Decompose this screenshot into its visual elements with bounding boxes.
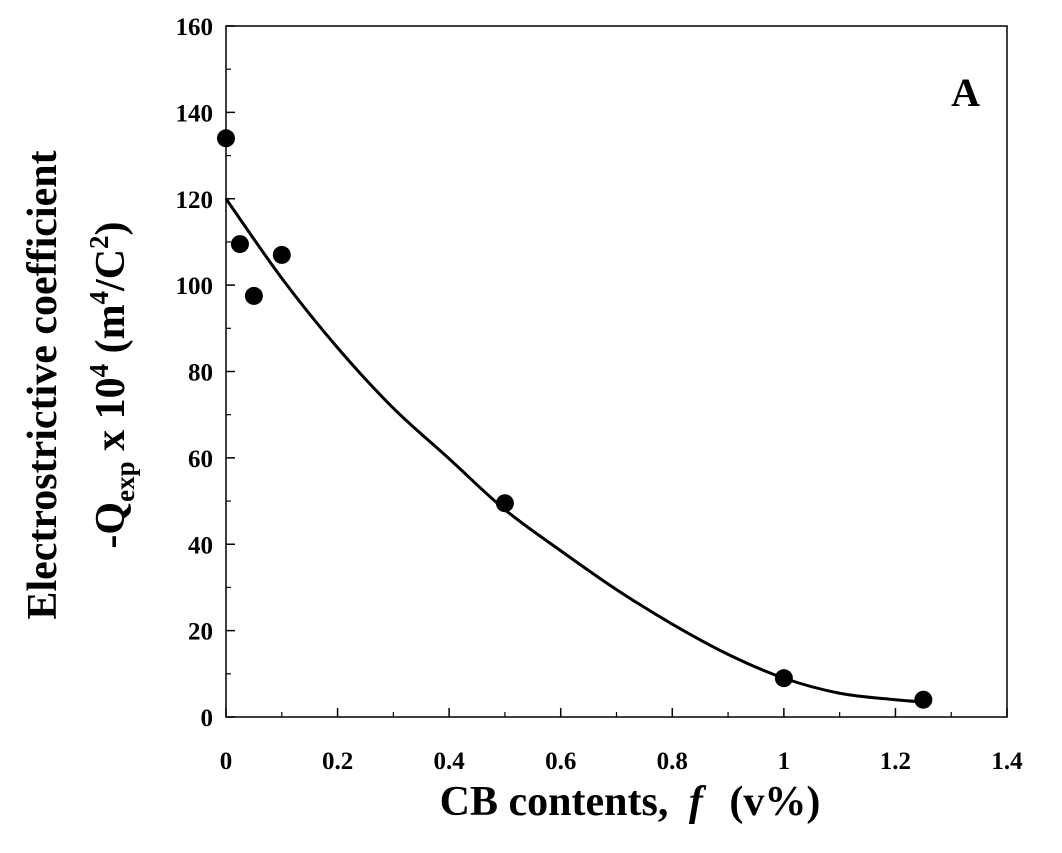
- y-title-unit-mid: /C: [88, 249, 134, 292]
- x-tick-label: 1.4: [991, 748, 1023, 775]
- series-layer: [217, 129, 933, 709]
- plot-frame: [225, 25, 1008, 718]
- data-point: [217, 129, 235, 148]
- x-axis-title-unit: (v%): [729, 779, 820, 825]
- y-tick-label: 0: [201, 705, 214, 732]
- x-tick-label: 0.6: [545, 748, 576, 775]
- x-tick-label: 1: [778, 748, 791, 775]
- y-title-superscript: 4: [84, 364, 114, 378]
- y-title-unit-sup: 4: [84, 291, 114, 305]
- y-title-unit-sup2: 2: [84, 235, 114, 249]
- x-tick-label: 1.2: [880, 748, 911, 775]
- y-axis-title: Electrostrictive coefficient: [20, 150, 66, 619]
- y-tick-label: 140: [176, 100, 214, 127]
- data-point: [495, 494, 514, 513]
- y-title-unit-close: ): [88, 221, 134, 235]
- y-axis-ticks: 0 20 40 60 80 100 120 140 160: [176, 14, 235, 732]
- y-tick-label: 80: [188, 360, 213, 387]
- y-tick-label: 160: [176, 14, 214, 41]
- x-tick-label: 0.2: [322, 748, 353, 775]
- y-tick-label: 40: [188, 532, 213, 559]
- data-point: [914, 690, 933, 709]
- y-title-unit-open: (m: [88, 304, 134, 363]
- y-tick-label: 20: [188, 619, 213, 646]
- panel-label: A: [951, 70, 980, 115]
- y-axis-title-line2: -Qexp x 104 (m4/C2): [84, 221, 140, 548]
- x-axis-title: CB contents, f (v%): [440, 779, 821, 825]
- x-tick-label: 0.8: [657, 748, 688, 775]
- x-axis-title-variable: f: [689, 779, 707, 825]
- x-axis-ticks: 0 0.2 0.4 0.6 0.8 1 1.2 1.4: [220, 708, 1023, 775]
- y-title-middle: x 10: [88, 377, 134, 461]
- x-tick-label: 0: [220, 748, 233, 775]
- y-tick-label: 100: [176, 273, 214, 300]
- y-axis-title-2: -Qexp x 104 (m4/C2): [84, 221, 140, 548]
- x-tick-label: 0.4: [434, 748, 466, 775]
- y-title-subscript: exp: [110, 461, 140, 502]
- data-point: [272, 245, 291, 264]
- y-tick-label: 60: [188, 446, 213, 473]
- data-point: [230, 235, 249, 254]
- y-title-prefix: -Q: [88, 502, 134, 549]
- data-point: [244, 286, 263, 305]
- y-tick-label: 120: [176, 187, 214, 214]
- x-axis-title-main: CB contents,: [440, 779, 669, 825]
- y-axis-title-line1: Electrostrictive coefficient: [20, 150, 66, 619]
- plot-area: [225, 25, 1008, 718]
- data-point: [774, 669, 793, 688]
- fit-curve: [224, 197, 924, 704]
